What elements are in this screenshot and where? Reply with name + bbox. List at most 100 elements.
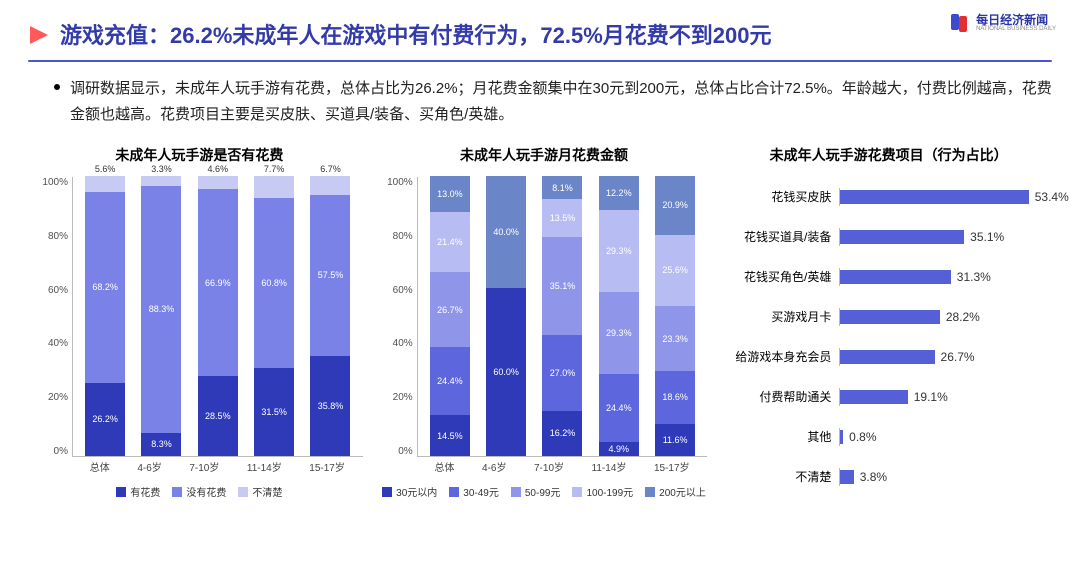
legend-item: 30-49元 (449, 484, 499, 499)
x-category: 11-14岁 (247, 459, 282, 474)
bar-segment: 18.6% (655, 371, 695, 423)
hbar-track: 53.4% (839, 188, 1052, 206)
chart1-xaxis: 总体4-6岁7-10岁11-14岁15-17岁 (36, 457, 363, 474)
bar-segment: 29.3% (599, 210, 639, 292)
segment-label: 60.0% (493, 367, 519, 377)
logo-text: 每日经济新闻 NATIONAL BUSINESS DAILY (976, 14, 1056, 32)
hbar-label: 花钱买角色/英雄 (729, 270, 839, 284)
x-category: 11-14岁 (592, 459, 627, 474)
bullet-dot-icon (54, 84, 60, 90)
hbar-label: 付费帮助通关 (729, 390, 839, 404)
hbar-label: 其他 (729, 430, 839, 444)
chart2-xaxis: 总体4-6岁7-10岁11-14岁15-17岁 (381, 457, 708, 474)
bar-segment: 40.0% (486, 176, 526, 288)
hbar-fill (840, 310, 939, 324)
hbar-row: 花钱买角色/英雄 31.3% (729, 257, 1052, 297)
legend-swatch (382, 487, 392, 497)
slide: 每日经济新闻 NATIONAL BUSINESS DAILY 游戏充值：26.2… (0, 0, 1080, 571)
legend-swatch (511, 487, 521, 497)
bar-segment: 11.6% (655, 424, 695, 456)
segment-label: 4.6% (208, 164, 229, 174)
bar-segment: 8.3% (141, 433, 181, 456)
chart1-legend: 有花费 没有花费 不清楚 (36, 484, 363, 499)
hbar-value: 31.3% (953, 268, 991, 286)
segment-label: 40.0% (493, 227, 519, 237)
hbar-value: 0.8% (845, 428, 876, 446)
segment-label: 7.7% (264, 164, 285, 174)
segment-label: 16.2% (550, 428, 576, 438)
x-category: 总体 (434, 459, 454, 474)
legend-item: 没有花费 (172, 484, 226, 499)
segment-label: 28.5% (205, 411, 231, 421)
bar-segment: 16.2% (542, 411, 582, 456)
x-category: 总体 (90, 459, 110, 474)
hbar-row: 给游戏本身充会员26.7% (729, 337, 1052, 377)
legend-label: 没有花费 (186, 484, 226, 499)
summary-text: 调研数据显示，未成年人玩手游有花费，总体占比为26.2%；月花费金额集中在30元… (70, 76, 1052, 127)
legend-label: 100-199元 (586, 484, 633, 499)
bar-segment: 23.3% (655, 306, 695, 371)
hbar-label: 花钱买道具/装备 (729, 230, 839, 244)
segment-label: 13.5% (550, 213, 576, 223)
legend-swatch (572, 487, 582, 497)
legend-label: 200元以上 (659, 484, 706, 499)
charts-row: 未成年人玩手游是否有花费 0%20%40%60%80%100% 26.2%68.… (28, 145, 1052, 499)
x-category: 4-6岁 (137, 459, 161, 474)
hbar-label: 买游戏月卡 (729, 310, 839, 324)
legend-label: 有花费 (130, 484, 160, 499)
segment-label: 35.8% (318, 401, 344, 411)
chart2-body: 14.5%24.4%26.7%21.4%13.0%60.0%40.0%16.2%… (417, 177, 708, 457)
segment-label: 88.3% (149, 304, 175, 314)
segment-label: 6.7% (320, 164, 341, 174)
logo-en: NATIONAL BUSINESS DAILY (976, 26, 1056, 32)
x-category: 7-10岁 (189, 459, 219, 474)
bar-segment: 24.4% (599, 374, 639, 442)
bar-segment: 14.5% (430, 415, 470, 456)
hbar-value: 35.1% (966, 228, 1004, 246)
hbar-row: 不清楚3.8% (729, 457, 1052, 497)
bar-segment: 4.9% (599, 442, 639, 456)
bar-segment: 13.0% (430, 176, 470, 212)
page-title: 游戏充值：26.2%未成年人在游戏中有付费行为，72.5%月花费不到200元 (60, 18, 771, 50)
logo-icon (948, 12, 970, 34)
segment-label: 24.4% (606, 403, 632, 413)
header: 游戏充值：26.2%未成年人在游戏中有付费行为，72.5%月花费不到200元 (28, 18, 1052, 50)
chart1-yaxis: 0%20%40%60%80%100% (36, 177, 72, 457)
legend-swatch (645, 487, 655, 497)
segment-label: 8.1% (552, 183, 573, 193)
bar-segment: 35.8% (310, 356, 350, 456)
bar-segment: 12.2% (599, 176, 639, 210)
segment-label: 27.0% (550, 368, 576, 378)
hbar-value: 19.1% (910, 388, 948, 406)
title-triangle-icon (28, 24, 50, 46)
segment-label: 57.5% (318, 270, 344, 280)
bar-segment: 88.3% (141, 186, 181, 433)
hbar-label: 花钱买皮肤 (729, 190, 839, 204)
x-category: 7-10岁 (534, 459, 564, 474)
summary-bullet: 调研数据显示，未成年人玩手游有花费，总体占比为26.2%；月花费金额集中在30元… (54, 76, 1052, 127)
hbar-value: 28.2% (942, 308, 980, 326)
bar-segment: 24.4% (430, 347, 470, 415)
segment-label: 29.3% (606, 246, 632, 256)
hbar-track: 28.2% (839, 308, 1052, 326)
segment-label: 3.3% (151, 164, 172, 174)
hbar-value: 26.7% (937, 348, 975, 366)
legend-label: 不清楚 (252, 484, 282, 499)
segment-label: 25.6% (662, 265, 688, 275)
bar-segment: 7.7% (254, 176, 294, 198)
chart1-bars: 26.2%68.2%5.6%8.3%88.3%3.3%28.5%66.9%4.6… (73, 177, 363, 456)
bar-segment: 21.4% (430, 212, 470, 272)
segment-label: 11.6% (663, 435, 688, 445)
hbar-track: 3.8% (839, 468, 1052, 486)
legend-item: 100-199元 (572, 484, 633, 499)
chart2-plot: 0%20%40%60%80%100% 14.5%24.4%26.7%21.4%1… (381, 177, 708, 457)
chart3-body: 花钱买皮肤53.4% 花钱买道具/装备 35.1% 花钱买角色/英雄 31.3% 买游戏月… (725, 177, 1052, 497)
hbar-row: 付费帮助通关 19.1% (729, 377, 1052, 417)
title-rest: 26.2%未成年人在游戏中有付费行为，72.5%月花费不到200元 (170, 23, 771, 48)
hbar-fill (840, 430, 843, 444)
segment-label: 26.7% (437, 305, 463, 315)
hbar-fill (840, 270, 950, 284)
bar-segment: 26.2% (85, 383, 125, 456)
hbar-label: 不清楚 (729, 470, 839, 484)
chart-spend-items: 未成年人玩手游花费项目（行为占比） 花钱买皮肤53.4%花钱买道具/装备35.1… (725, 145, 1052, 499)
